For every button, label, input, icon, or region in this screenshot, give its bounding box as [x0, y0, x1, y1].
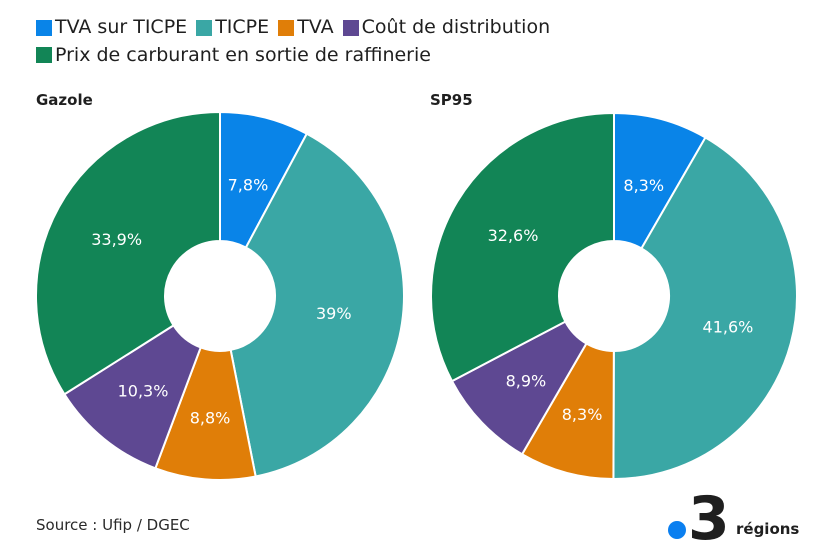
data-label-tva: 8,8% — [190, 409, 231, 428]
slice-cout-distribution[interactable] — [63, 323, 202, 470]
donut-charts: 7,8% 39% 8,8% 10,3% 33,9% 8,3% 41,6% 8,3% 8,9% 3… — [35, 110, 798, 481]
slice-tva[interactable] — [154, 346, 257, 481]
donut-sp95: 8,3% 41,6% 8,3% 8,9% 32,6% — [430, 111, 798, 481]
legend-label: Coût de distribution — [361, 16, 551, 38]
legend-label: TVA — [297, 16, 334, 38]
legend-swatch — [36, 19, 52, 36]
legend-swatch — [342, 19, 359, 36]
data-label-tva: 8,3% — [562, 405, 603, 424]
slice-cout-distribution[interactable] — [450, 320, 588, 456]
legend-swatch — [36, 47, 52, 63]
donut-gazole: 7,8% 39% 8,8% 10,3% 33,9% — [35, 110, 405, 481]
legend-item-prix-raffinerie[interactable]: Prix de carburant en sortie de raffineri… — [36, 43, 431, 68]
logo-text: régions — [736, 520, 800, 538]
legend-item-cout-distribution[interactable]: Coût de distribution — [342, 15, 551, 40]
slice-prix-raffinerie[interactable] — [430, 111, 615, 383]
legend-swatch — [278, 19, 295, 36]
data-label-cout-distribution: 8,9% — [506, 371, 547, 390]
source-note: Source : Ufip / DGEC — [36, 516, 190, 534]
legend-swatch — [196, 19, 213, 36]
chart-title-gazole: Gazole — [36, 91, 93, 109]
data-label-ticpe: 41,6% — [703, 318, 754, 337]
data-label-prix-raffinerie: 33,9% — [91, 230, 142, 249]
logo-number: 3 — [688, 484, 730, 554]
legend-label: TICPE — [215, 16, 270, 38]
slice-prix-raffinerie[interactable] — [35, 110, 221, 396]
data-label-cout-distribution: 10,3% — [118, 382, 169, 401]
data-label-tva-sur-ticpe: 8,3% — [623, 176, 664, 195]
legend-item-ticpe[interactable]: TICPE — [196, 15, 269, 40]
legend-item-tva[interactable]: TVA — [278, 15, 334, 40]
data-label-prix-raffinerie: 32,6% — [488, 226, 539, 245]
legend-label: TVA sur TICPE — [55, 16, 188, 38]
logo-dot-icon — [668, 521, 686, 539]
chart-title-sp95: SP95 — [430, 91, 473, 109]
legend-label: Prix de carburant en sortie de raffineri… — [55, 43, 431, 66]
slice-ticpe[interactable] — [612, 136, 798, 480]
data-label-tva-sur-ticpe: 7,8% — [228, 175, 269, 194]
slice-ticpe[interactable] — [229, 132, 405, 478]
data-label-ticpe: 39% — [316, 304, 352, 323]
france3-regions-logo: 3 régions — [668, 489, 828, 553]
legend: TVA sur TICPE TICPE TVA Coût de distribu… — [36, 15, 616, 70]
legend-item-tva-sur-ticpe[interactable]: TVA sur TICPE — [36, 15, 187, 40]
